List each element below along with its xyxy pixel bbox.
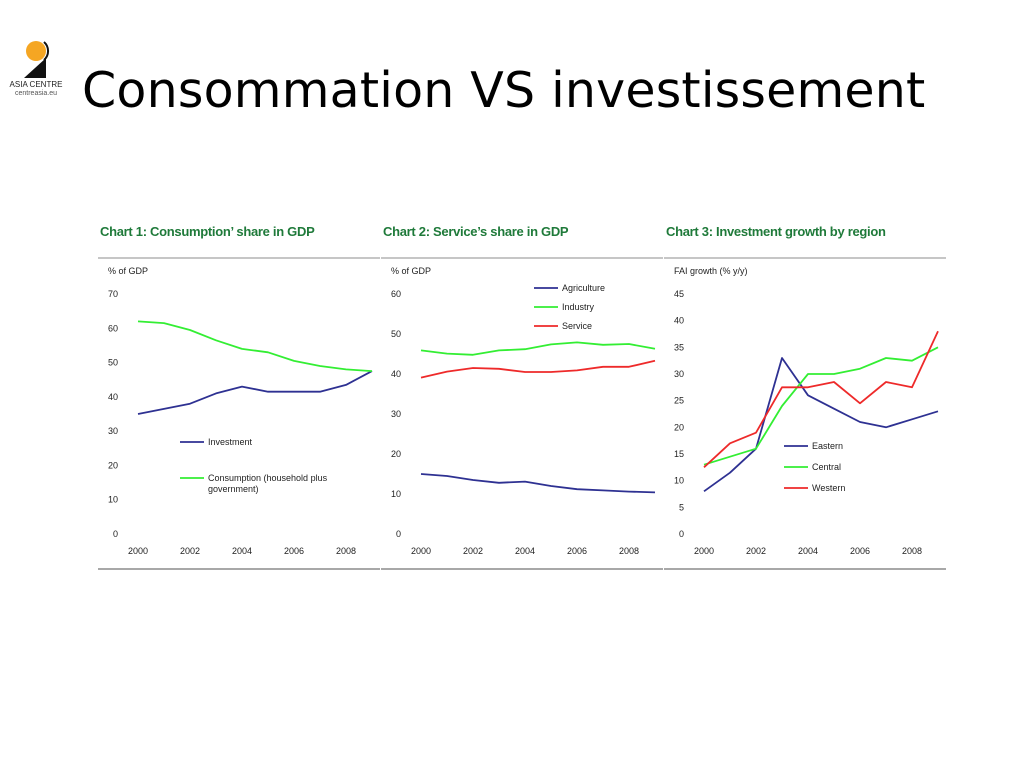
legend-label: Industry	[562, 302, 595, 312]
y-tick-label: 45	[674, 289, 684, 299]
logo-name: ASIA CENTRE	[9, 80, 63, 89]
logo-mark-icon	[24, 41, 50, 78]
series-line-western	[703, 330, 939, 468]
logo-url: centreasia.eu	[14, 90, 58, 97]
legend-label: Agriculture	[562, 283, 605, 293]
y-tick-label: 15	[674, 449, 684, 459]
x-tick-label: 2006	[850, 546, 870, 556]
x-tick-label: 2002	[746, 546, 766, 556]
legend-label: Eastern	[812, 441, 843, 451]
series-line-agriculture	[420, 473, 656, 494]
y-tick-label: 35	[674, 342, 684, 352]
legend-label: Central	[812, 462, 841, 472]
y-tick-label: 0	[679, 529, 684, 539]
series-line-central	[703, 346, 939, 466]
legend-label: Investment	[208, 437, 253, 447]
series-line-consumption	[137, 320, 373, 372]
y-tick-label: 70	[108, 289, 118, 299]
x-tick-label: 2004	[515, 546, 535, 556]
series-line-service	[420, 359, 656, 379]
chart-panel-2: Chart 2: Service’s share in GDP % of GDP…	[381, 222, 663, 572]
chart-panel-3: Chart 3: Investment growth by region FAI…	[664, 222, 946, 572]
y-tick-label: 10	[391, 489, 401, 499]
y-tick-label: 40	[391, 369, 401, 379]
x-tick-label: 2006	[567, 546, 587, 556]
y-tick-label: 25	[674, 396, 684, 406]
legend-label: government)	[208, 484, 259, 494]
y-tick-label: 30	[108, 426, 118, 436]
y-tick-label: 0	[113, 529, 118, 539]
y-tick-label: 30	[674, 369, 684, 379]
y-tick-label: 20	[108, 460, 118, 470]
x-tick-label: 2002	[463, 546, 483, 556]
y-tick-label: 0	[396, 529, 401, 539]
y-tick-label: 40	[674, 316, 684, 326]
chart-panel-1: Chart 1: Consumption’ share in GDP % of …	[98, 222, 380, 572]
x-tick-label: 2008	[902, 546, 922, 556]
y-axis-label: % of GDP	[108, 266, 148, 276]
y-tick-label: 50	[391, 329, 401, 339]
y-tick-label: 50	[108, 358, 118, 368]
series-line-industry	[420, 341, 656, 356]
slide-title: Consommation VS investissement	[82, 62, 926, 119]
chart-consumption-share: % of GDP 0 10 20 30 40 50 60 70 2000 2002 2004 2006 2…	[98, 257, 380, 570]
asia-centre-logo: ASIA CENTRE centreasia.eu	[6, 38, 62, 98]
chart-service-share: % of GDP 0 10 20 30 40 50 60 2000 2002 2004 2006 200…	[381, 257, 663, 570]
series-line-investment	[137, 370, 373, 415]
chart-title: Chart 2: Service’s share in GDP	[383, 224, 569, 239]
y-axis-label: % of GDP	[391, 266, 431, 276]
x-tick-label: 2000	[411, 546, 431, 556]
x-tick-label: 2008	[619, 546, 639, 556]
x-tick-label: 2004	[798, 546, 818, 556]
y-tick-label: 20	[674, 422, 684, 432]
x-tick-label: 2000	[694, 546, 714, 556]
x-tick-label: 2004	[232, 546, 252, 556]
x-tick-label: 2006	[284, 546, 304, 556]
x-tick-label: 2000	[128, 546, 148, 556]
chart-title: Chart 3: Investment growth by region	[666, 224, 886, 239]
y-tick-label: 30	[391, 409, 401, 419]
y-tick-label: 60	[108, 323, 118, 333]
series-line-eastern	[703, 357, 939, 493]
x-tick-label: 2008	[336, 546, 356, 556]
y-tick-label: 60	[391, 289, 401, 299]
legend-label: Consumption (household plus	[208, 473, 328, 483]
x-tick-label: 2002	[180, 546, 200, 556]
chart-title: Chart 1: Consumption’ share in GDP	[100, 224, 315, 239]
y-tick-label: 10	[108, 495, 118, 505]
y-tick-label: 20	[391, 449, 401, 459]
y-tick-label: 40	[108, 392, 118, 402]
chart-investment-growth: FAI growth (% y/y) 0 5 10 15 20 25 30 35 40 45 2000…	[664, 257, 946, 570]
y-tick-label: 5	[679, 502, 684, 512]
legend-label: Service	[562, 321, 592, 331]
legend-label: Western	[812, 483, 845, 493]
y-axis-label: FAI growth (% y/y)	[674, 266, 748, 276]
y-tick-label: 10	[674, 476, 684, 486]
